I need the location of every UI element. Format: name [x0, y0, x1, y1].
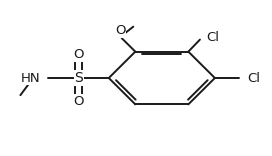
Text: O: O	[74, 48, 84, 61]
Text: Cl: Cl	[207, 31, 220, 44]
Text: S: S	[75, 71, 83, 85]
Text: O: O	[115, 24, 126, 37]
Text: HN: HN	[21, 71, 41, 85]
Text: O: O	[74, 95, 84, 108]
Text: Cl: Cl	[248, 71, 261, 85]
